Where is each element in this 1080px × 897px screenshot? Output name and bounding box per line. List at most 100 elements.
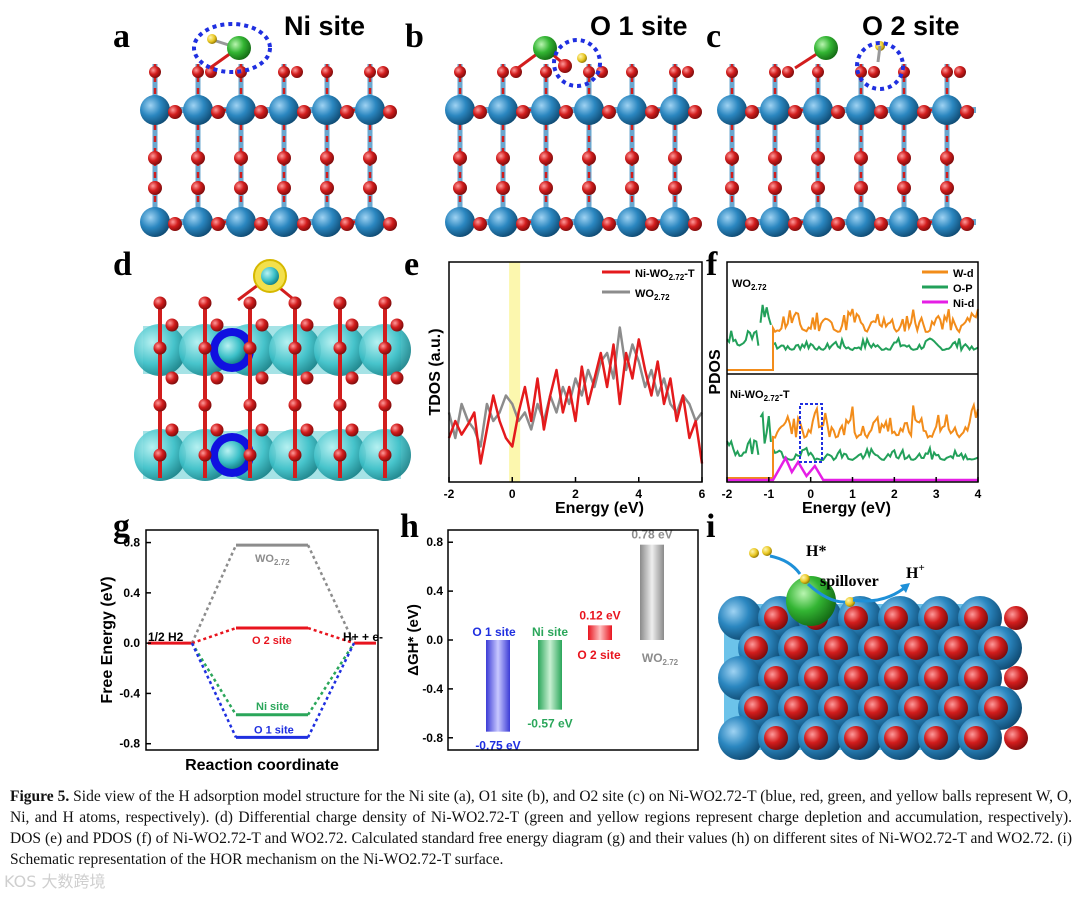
o-atom: [868, 66, 880, 78]
x-tick-label: 4: [635, 487, 642, 501]
o-atom: [234, 181, 248, 195]
o-atom: [844, 606, 868, 630]
o-atom: [210, 371, 224, 385]
pdos-chart: -2 -1 0 1 2 3 4 WO2.72 Ni-WO2.72-T W-d O-P Ni-…: [707, 261, 982, 517]
o-atom: [964, 666, 988, 690]
o-atom: [788, 105, 802, 119]
x-tick-label: 1: [849, 487, 856, 501]
panel-letter-b: b: [405, 18, 424, 55]
y-tick-label: -0.8: [422, 731, 443, 745]
w-atom: [718, 716, 762, 760]
bar-category-label-1: Ni site: [532, 625, 568, 639]
o-atom: [917, 105, 931, 119]
h-atom: [577, 53, 587, 63]
y-tick-label: -0.8: [119, 737, 140, 751]
o-atom: [453, 151, 467, 165]
bar-value-label-1: -0.57 eV: [527, 717, 572, 731]
o-atom: [984, 696, 1008, 720]
w-atom: [846, 207, 876, 237]
o-atom: [390, 423, 404, 437]
y-tick-label: 0.8: [426, 535, 443, 549]
g-level-label-3: O 1 site: [254, 724, 294, 736]
op-top-2: [772, 335, 979, 353]
y-tick-label: 0.8: [123, 536, 140, 550]
o-atom: [582, 151, 596, 165]
g-connector: [190, 544, 238, 644]
arrow-path: [806, 582, 849, 604]
tdos-series-1: [447, 326, 704, 448]
panel-title-c: O 2 site: [862, 11, 960, 41]
o-atom: [960, 217, 974, 231]
o-atom: [288, 296, 302, 310]
o-atom: [768, 151, 782, 165]
o-atom: [744, 636, 768, 660]
panel-letter-e: e: [404, 246, 419, 283]
g-ylabel: Free Energy (eV): [99, 576, 116, 703]
o-atom: [320, 151, 334, 165]
y-tick-label: 0.4: [426, 584, 443, 598]
o-atom: [924, 666, 948, 690]
w-atom: [760, 207, 790, 237]
w-atom: [226, 95, 256, 125]
w-atom: [803, 95, 833, 125]
dg-bar-chart: -0.75 eV -0.57 eV 0.12 eV 0.78 eV O 1 site Ni…: [405, 528, 699, 753]
op-bottom-2: [772, 444, 979, 462]
caption-text: Side view of the H adsorption model stru…: [10, 788, 1072, 868]
o-atom: [782, 66, 794, 78]
o-atom: [153, 296, 167, 310]
panel-letter-f: f: [706, 246, 718, 283]
o-atom: [831, 217, 845, 231]
o-atom: [340, 217, 354, 231]
o-atom: [297, 217, 311, 231]
pdos-xlabel: Energy (eV): [802, 500, 891, 517]
o-atom: [345, 423, 359, 437]
w-atom: [846, 95, 876, 125]
w-atom: [803, 207, 833, 237]
o-atom: [745, 105, 759, 119]
panel-letter-i: i: [706, 508, 715, 545]
o-atom: [784, 696, 808, 720]
o-atom: [668, 181, 682, 195]
y-tick-label: 0.0: [426, 633, 443, 647]
o-atom: [917, 217, 931, 231]
o-atom: [496, 151, 510, 165]
w-atom: [183, 207, 213, 237]
o-atom: [496, 181, 510, 195]
o-atom: [377, 66, 389, 78]
h-atom: [749, 548, 759, 558]
o-atom: [854, 181, 868, 195]
x-tick-label: 0: [509, 487, 516, 501]
o-atom: [378, 398, 392, 412]
o-atom: [153, 448, 167, 462]
o-atom: [954, 66, 966, 78]
o-atom: [960, 105, 974, 119]
o-atom: [277, 151, 291, 165]
o-atom: [149, 66, 161, 78]
bar-category-label-0: O 1 site: [472, 625, 516, 639]
o-atom: [904, 636, 928, 660]
tdos-chart: -2 0 2 4 6 Energy (eV) TDOS (a.u.) Ni-WO2.72…: [427, 261, 706, 517]
o-atom: [669, 66, 681, 78]
w-atom: [226, 207, 256, 237]
bar-0: [486, 640, 510, 732]
w-atom: [717, 95, 747, 125]
o-atom: [243, 296, 257, 310]
o-atom: [254, 217, 268, 231]
highlight-circle: [855, 41, 905, 91]
o-atom: [804, 726, 828, 750]
o-atom: [688, 217, 702, 231]
o-atom: [812, 66, 824, 78]
w-atom: [574, 207, 604, 237]
structure-o2-site: [717, 36, 976, 237]
w-atom: [760, 95, 790, 125]
o-atom: [255, 371, 269, 385]
x-tick-label: 2: [891, 487, 898, 501]
o-atom: [944, 696, 968, 720]
o-atom: [940, 151, 954, 165]
label-hplus: H+: [906, 562, 925, 582]
panel-title-a: Ni site: [284, 11, 365, 41]
subscript: 2.72: [274, 558, 290, 567]
bar-3: [640, 544, 664, 640]
o-atom: [764, 606, 788, 630]
o-atom: [583, 66, 595, 78]
